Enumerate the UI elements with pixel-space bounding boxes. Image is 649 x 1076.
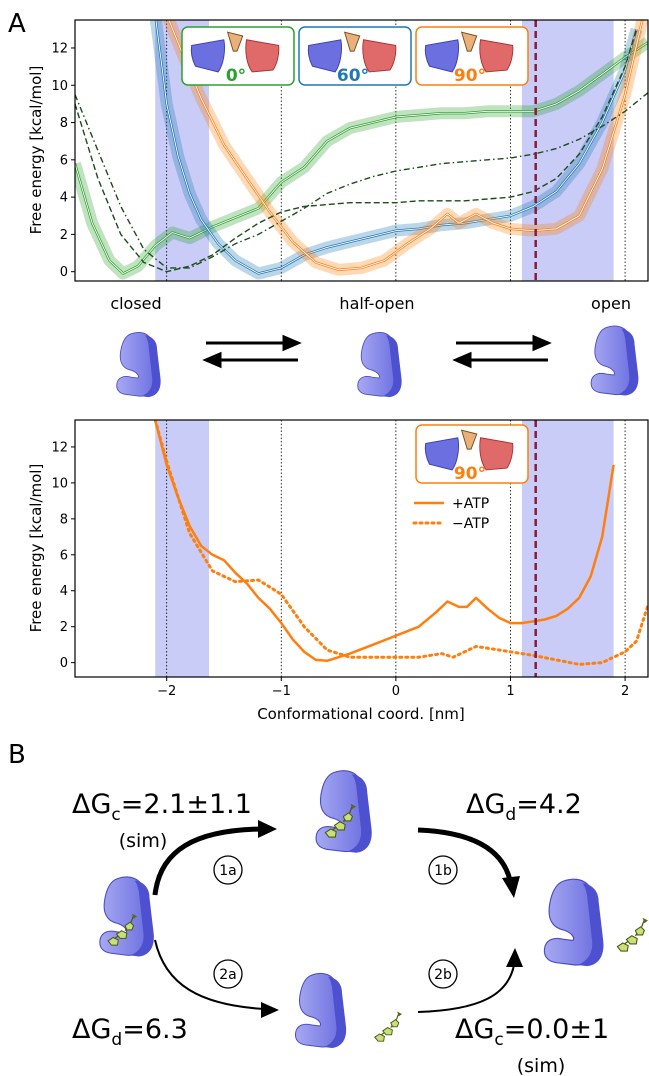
step-2a: 2a (213, 959, 243, 989)
equilibrium-arrows-right (452, 334, 552, 369)
dg-c-bottom-right: ΔGc=0.0±1 (455, 1014, 609, 1050)
chart-b-xlabel: Conformational coord. [nm] (257, 705, 465, 723)
inset-60deg-label: 60° (337, 66, 369, 86)
xtick-label-0: −2 (157, 684, 176, 699)
ytick-label-0: 0 (60, 265, 68, 280)
svg-text:2b: 2b (434, 967, 452, 983)
chart-b-background (155, 420, 626, 677)
svg-text:2a: 2a (219, 967, 237, 983)
legend-minus-atp-label: −ATP (452, 516, 489, 532)
arrow-1b-head (502, 876, 520, 898)
ytick-label-3: 6 (60, 548, 68, 563)
svg-text:1a: 1a (219, 863, 237, 879)
protein-half-open (357, 332, 403, 398)
legend: +ATP −ATP (412, 496, 489, 532)
equilibrium-arrows-left (202, 334, 302, 369)
ytick-label-3: 6 (60, 153, 68, 168)
inset-90deg: 90° (415, 26, 529, 86)
series-dashdot (75, 92, 648, 269)
dg-d-bottom-left: ΔGd=6.3 (72, 1014, 188, 1050)
ytick-label-1: 2 (60, 228, 68, 243)
chart-b-xticks: −2 −1 0 1 2 (157, 677, 629, 699)
sim-bottom-right: (sim) (517, 1055, 566, 1076)
step-1b: 1b (428, 855, 458, 885)
states-row: closed half-open open (110, 294, 639, 398)
dg-c-top-left: ΔGc=2.1±1.1 (72, 789, 252, 825)
shaded-region-1 (521, 20, 614, 281)
series-green-highlight (75, 42, 648, 274)
inset-60deg: 60° (298, 26, 412, 86)
inset-90deg-b: 90° (415, 424, 529, 484)
protein-empty-halfopen (294, 972, 347, 1049)
ytick-label-2: 4 (60, 191, 68, 206)
ytick-label-5: 10 (51, 476, 68, 491)
chart-b-ylabel: Free energy [kcal/mol] (27, 464, 45, 633)
ytick-label-5: 10 (51, 79, 68, 94)
ytick-label-1: 2 (60, 620, 68, 635)
ligand-free-bottom (374, 1010, 402, 1042)
panel-a-label: A (8, 9, 26, 39)
arrow-2b-head (506, 948, 523, 967)
sim-top-left: (sim) (119, 830, 168, 852)
protein-bound-halfopen (315, 770, 373, 854)
series-atp (153, 420, 648, 666)
arrow-1a-head (258, 820, 277, 838)
xtick-label-2: 0 (392, 684, 400, 699)
dg-d-top-right: ΔGd=4.2 (466, 789, 582, 825)
shaded-region-0 (155, 420, 210, 677)
ytick-label-0: 0 (60, 656, 68, 671)
legend-plus-atp-label: +ATP (452, 496, 489, 512)
chart-a-ylabel: Free energy [kcal/mol] (27, 66, 45, 235)
ytick-label-6: 12 (51, 41, 68, 56)
xtick-label-4: 2 (621, 684, 629, 699)
protein-bound-start (99, 876, 155, 958)
series-orange-highlight (168, 20, 643, 271)
inset-90deg-label: 90° (454, 66, 486, 86)
state-closed-label: closed (110, 294, 161, 313)
chart-a-series (75, 20, 648, 281)
inset-90deg-b-label: 90° (454, 464, 486, 484)
protein-closed (116, 332, 162, 398)
state-open-label: open (591, 294, 631, 313)
arrow-2a-head (261, 1002, 279, 1018)
xtick-label-1: −1 (272, 684, 291, 699)
arrow-2a (154, 939, 265, 1010)
chart-b-frame (74, 419, 649, 678)
svg-text:1b: 1b (434, 863, 452, 879)
ytick-label-4: 8 (60, 116, 68, 131)
inset-0deg-label: 0° (226, 66, 246, 86)
xtick-label-3: 1 (506, 684, 514, 699)
step-1a: 1a (213, 855, 243, 885)
ligand-free-end (616, 917, 648, 952)
series-atp (153, 420, 615, 663)
thermo-cycle: ΔGc=2.1±1.1 (sim) ΔGd=4.2 ΔGd=6.3 ΔGc=0.… (72, 770, 648, 1076)
chart-a-frame (74, 19, 649, 282)
ytick-label-4: 8 (60, 512, 68, 527)
ytick-label-2: 4 (60, 584, 68, 599)
chart-b-series (153, 420, 648, 677)
inset-0deg: 0° (181, 26, 295, 86)
protein-open (590, 325, 639, 397)
panel-b-label: B (8, 740, 26, 770)
chart-a-yticks: 0 2 4 6 8 10 12 (51, 41, 75, 280)
ytick-label-6: 12 (51, 440, 68, 455)
chart-b-yticks: 0 2 4 6 8 10 12 (51, 440, 75, 671)
arrow-1b (417, 827, 513, 881)
step-2b: 2b (428, 959, 458, 989)
arrow-2b (417, 964, 515, 1013)
series-blue-highlight (155, 20, 637, 274)
arrow-1a (152, 826, 263, 896)
state-half-open-label: half-open (339, 294, 414, 313)
protein-open-end (543, 878, 605, 967)
series-dashed (75, 29, 638, 273)
